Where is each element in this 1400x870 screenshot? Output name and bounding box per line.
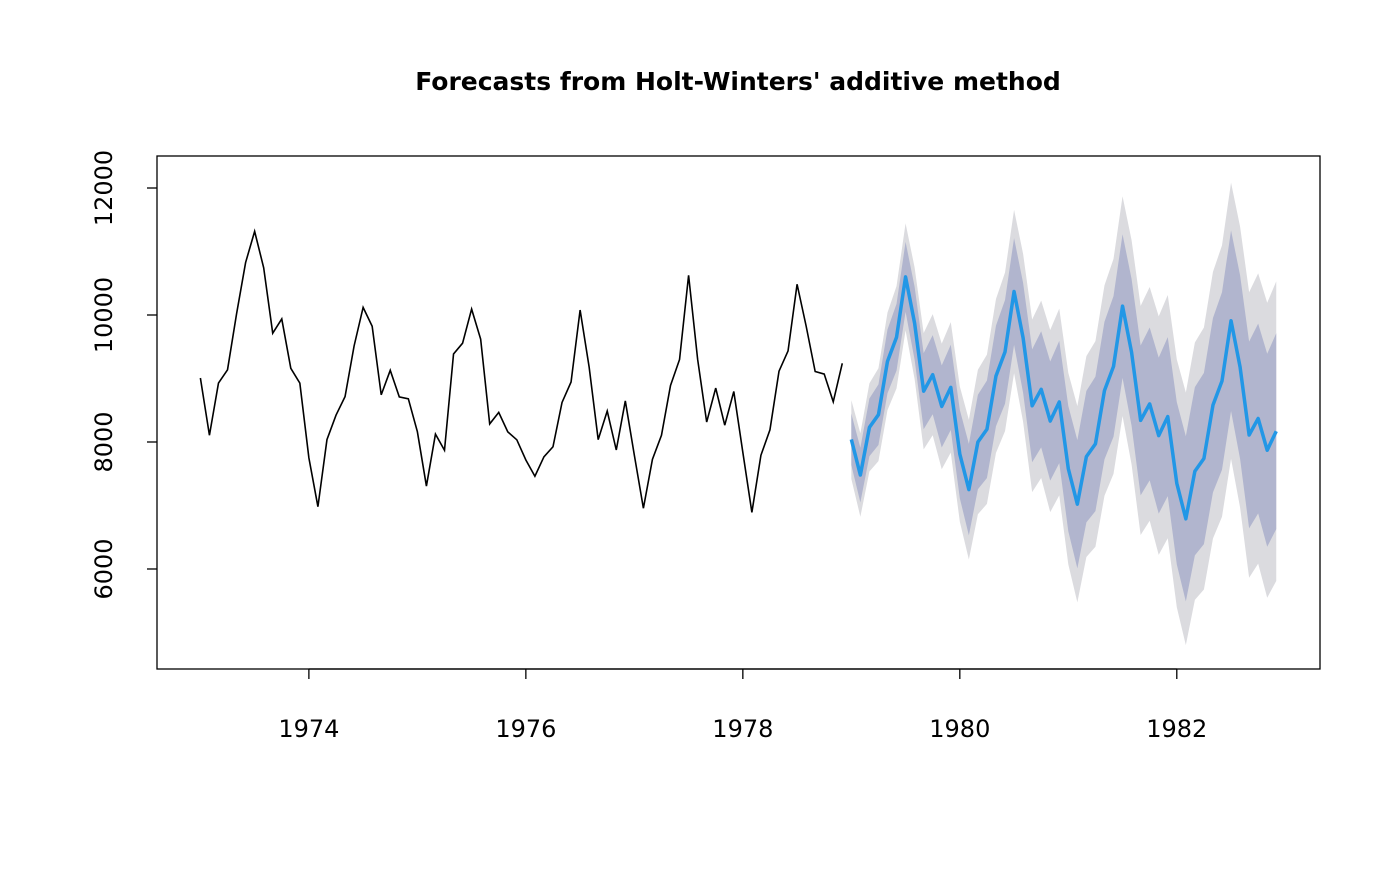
x-tick-label: 1974 (278, 715, 339, 743)
x-tick-label: 1980 (929, 715, 990, 743)
y-tick-label: 12000 (90, 150, 118, 226)
forecast-series-line (849, 275, 1278, 521)
chart-title: Forecasts from Holt-Winters' additive me… (415, 67, 1061, 96)
y-axis: 6000 8000 10000 12000 (90, 150, 157, 600)
y-tick-label: 8000 (90, 411, 118, 472)
x-tick-label: 1976 (495, 715, 556, 743)
observed-series-line (199, 228, 844, 513)
y-tick-label: 10000 (90, 277, 118, 353)
y-tick-label: 6000 (90, 538, 118, 599)
x-tick-label: 1978 (712, 715, 773, 743)
prediction-interval-80 (851, 230, 1277, 602)
x-axis: 1974 1976 1978 1980 1982 (278, 668, 1207, 743)
x-tick-label: 1982 (1146, 715, 1207, 743)
